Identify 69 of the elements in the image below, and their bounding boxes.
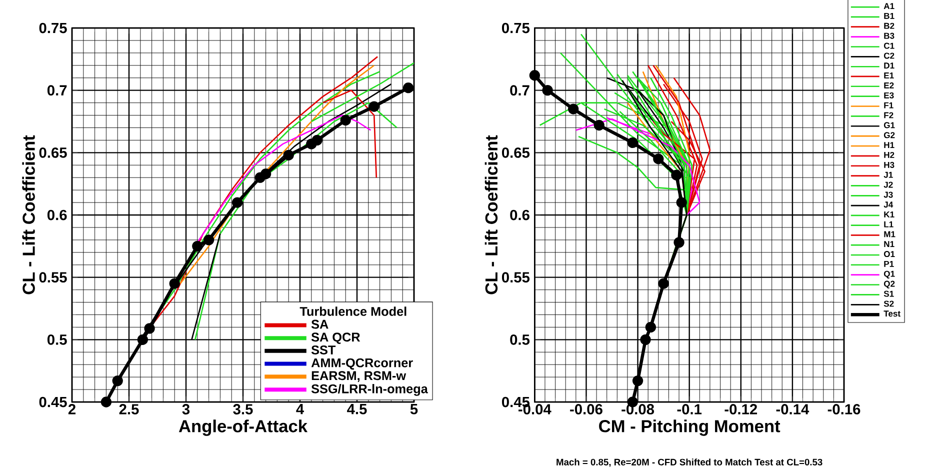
x-axis-title: CM - Pitching Moment (599, 420, 780, 436)
x-tick-label: 2.5 (119, 404, 139, 414)
legend-label: AMM-QCRcorner (311, 358, 413, 370)
y-tick-label: 0.75 (502, 22, 530, 34)
x-tick-label: 3.5 (233, 404, 253, 414)
y-tick-label: 0.55 (502, 272, 530, 283)
legend-label: D1 (884, 62, 894, 69)
legend-title: Turbulence Model (300, 306, 406, 316)
legend-label: C1 (884, 42, 894, 49)
legend-label: E2 (884, 82, 894, 88)
x-tick-label: -0.16 (828, 404, 860, 414)
x-tick-label: -0.14 (776, 404, 810, 414)
legend-label: H1 (884, 142, 894, 148)
legend-label: G1 (884, 122, 895, 128)
legend-label: B3 (884, 32, 894, 39)
legend-label: A1 (884, 3, 894, 9)
legend-label: SSG/LRR-ln-omega (311, 384, 428, 396)
legend-label: Test (884, 310, 900, 317)
legend-label: S2 (884, 300, 894, 307)
y-tick-label: 0.75 (39, 22, 67, 34)
legend-label: M1 (884, 231, 896, 238)
legend-label: E1 (884, 72, 894, 78)
y-axis-title: CL - Lift Coefficient (484, 135, 498, 294)
legend-label: B1 (884, 12, 894, 19)
legend-label: O1 (884, 251, 895, 258)
x-tick-label: -0.1 (677, 404, 702, 414)
legend-label: Q2 (884, 280, 895, 288)
y-tick-label: 0.5 (510, 334, 530, 345)
legend-label: F2 (884, 112, 894, 118)
legend-label: SST (311, 345, 336, 354)
y-tick-label: 0.6 (47, 210, 67, 220)
x-tick-label: -0.06 (570, 404, 602, 414)
text: Mach = 0.85, Re=20M - CFD Shifted to Match Test at CL=0.53 (556, 458, 822, 467)
y-tick-label: 0.6 (510, 210, 530, 220)
legend-label: P1 (884, 260, 894, 267)
y-tick-label: 0.45 (39, 396, 67, 408)
y-tick-label: 0.7 (510, 85, 530, 96)
x-tick-label: 2 (68, 404, 76, 414)
y-tick-label: 0.5 (47, 334, 67, 345)
x-tick-label: 5 (410, 404, 418, 414)
legend-label: G2 (884, 132, 895, 138)
y-tick-label: 0.65 (502, 147, 530, 158)
y-axis-title: CL - Lift Coefficient (22, 135, 35, 294)
y-tick-label: 0.7 (47, 85, 67, 96)
legend-label: J1 (884, 172, 893, 178)
x-tick-label: -0.12 (724, 404, 758, 414)
legend-label: K1 (884, 212, 894, 218)
legend-label: EARSM, RSM-w (312, 371, 406, 382)
legend-label: F1 (884, 102, 894, 108)
legend-label: J3 (884, 192, 893, 198)
legend-label: B2 (884, 22, 894, 29)
x-tick-label: 3 (182, 404, 190, 414)
legend-label: E3 (884, 92, 894, 98)
legend-label: N1 (884, 241, 894, 247)
y-tick-label: 0.55 (39, 272, 67, 283)
legend-label: L1 (884, 221, 894, 228)
x-axis-title: Angle-of-Attack (178, 420, 308, 436)
legend-label: J2 (884, 182, 893, 188)
legend-label: S1 (884, 290, 894, 297)
legend-label: C2 (884, 52, 894, 59)
x-tick-label: 4.5 (347, 404, 367, 414)
x-tick-label: 4 (296, 404, 304, 414)
legend-label: SA (311, 320, 328, 329)
legend-label: H3 (884, 162, 894, 168)
legend-label: Q1 (884, 270, 895, 278)
legend-label: J4 (884, 202, 894, 208)
legend-label: H2 (884, 152, 894, 158)
legend-label: SA QCR (311, 332, 360, 344)
y-tick-label: 0.65 (39, 147, 67, 158)
